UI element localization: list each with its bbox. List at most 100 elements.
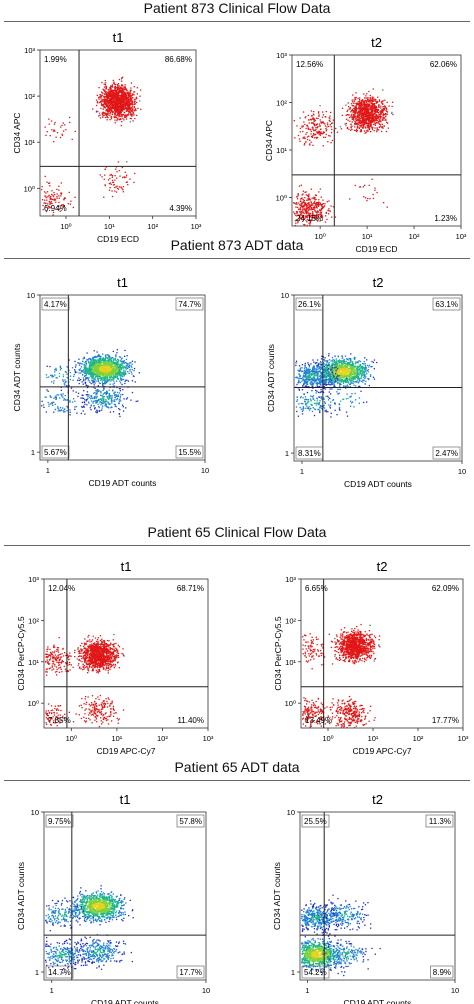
cell-point bbox=[95, 368, 97, 370]
cell-point bbox=[96, 395, 98, 398]
cell-point bbox=[71, 367, 74, 369]
cell-point bbox=[375, 109, 377, 112]
cell-point bbox=[113, 97, 115, 99]
cell-point bbox=[124, 88, 126, 90]
cell-point bbox=[119, 89, 121, 91]
cell-point bbox=[52, 401, 54, 403]
cell-point bbox=[108, 356, 110, 358]
cell-point bbox=[368, 104, 370, 106]
cell-point bbox=[102, 111, 104, 113]
cell-point bbox=[110, 103, 112, 105]
scatter-points bbox=[41, 349, 140, 418]
cell-point bbox=[98, 370, 100, 372]
cell-point bbox=[80, 379, 82, 381]
cell-point bbox=[82, 371, 85, 373]
cell-point bbox=[313, 196, 315, 198]
cell-point bbox=[48, 182, 50, 184]
cell-point bbox=[312, 203, 314, 205]
cell-point bbox=[324, 116, 326, 118]
cell-point bbox=[96, 390, 98, 393]
cell-point bbox=[86, 398, 88, 401]
cell-point bbox=[130, 371, 133, 373]
cell-point bbox=[58, 372, 61, 375]
quadrant-label-upper-right: 74.7% bbox=[178, 300, 201, 309]
cell-point bbox=[106, 119, 108, 121]
cell-point bbox=[367, 103, 369, 105]
cell-point bbox=[86, 359, 88, 361]
cell-point bbox=[96, 360, 98, 362]
cell-point bbox=[306, 125, 308, 127]
cell-point bbox=[124, 380, 126, 382]
cell-point bbox=[60, 409, 62, 411]
cell-point bbox=[107, 354, 109, 356]
cell-point bbox=[133, 367, 136, 370]
cell-point bbox=[106, 370, 108, 372]
cell-point bbox=[303, 205, 305, 207]
y-tick-label: 10⁰ bbox=[276, 194, 287, 203]
cell-point bbox=[127, 110, 129, 112]
cell-point bbox=[58, 375, 61, 377]
cell-point bbox=[60, 182, 62, 184]
cell-point bbox=[89, 361, 92, 363]
cell-point bbox=[99, 402, 101, 404]
cell-point bbox=[364, 132, 366, 134]
cell-point bbox=[319, 212, 321, 214]
cell-point bbox=[108, 110, 110, 112]
cell-point bbox=[118, 371, 121, 374]
cell-point bbox=[365, 120, 367, 123]
cell-point bbox=[363, 196, 365, 198]
cell-point bbox=[97, 372, 99, 374]
cell-point bbox=[125, 176, 127, 178]
cell-point bbox=[59, 136, 62, 139]
cell-point bbox=[375, 100, 377, 102]
cell-point bbox=[102, 385, 104, 387]
cell-point bbox=[320, 210, 322, 212]
cell-point bbox=[41, 405, 43, 407]
cell-point bbox=[103, 358, 106, 360]
cell-point bbox=[75, 364, 77, 366]
cell-point bbox=[358, 118, 360, 120]
cell-point bbox=[368, 378, 370, 380]
cell-point bbox=[103, 102, 105, 104]
cell-point bbox=[109, 187, 111, 189]
cell-point bbox=[81, 381, 83, 383]
cell-point bbox=[123, 93, 125, 95]
cell-point bbox=[82, 397, 85, 399]
cell-point bbox=[302, 190, 304, 192]
cell-point bbox=[365, 126, 367, 128]
cell-point bbox=[358, 377, 360, 379]
cell-point bbox=[112, 373, 114, 375]
cell-point bbox=[73, 373, 75, 376]
cell-point bbox=[128, 106, 130, 108]
cell-point bbox=[87, 373, 89, 375]
cell-point bbox=[363, 122, 365, 124]
cell-point bbox=[120, 369, 122, 371]
cell-point bbox=[83, 390, 85, 392]
cell-point bbox=[114, 104, 116, 106]
cell-point bbox=[113, 358, 115, 360]
quadrant-label-upper-left: 12.56% bbox=[296, 60, 323, 69]
cell-point bbox=[128, 98, 130, 100]
cell-point bbox=[104, 79, 106, 82]
cell-point bbox=[118, 401, 120, 403]
cell-point bbox=[312, 126, 314, 128]
cell-point bbox=[368, 129, 370, 131]
cell-point bbox=[131, 366, 133, 368]
cell-point bbox=[301, 206, 304, 208]
cell-point bbox=[311, 197, 313, 199]
cell-point bbox=[308, 214, 310, 216]
cell-point bbox=[100, 370, 102, 372]
cell-point bbox=[109, 113, 111, 115]
cell-point bbox=[63, 398, 65, 400]
cell-point bbox=[118, 360, 120, 362]
cell-point bbox=[57, 407, 59, 409]
cell-point bbox=[301, 205, 303, 207]
cell-point bbox=[87, 359, 89, 361]
cell-point bbox=[358, 107, 360, 109]
cell-point bbox=[313, 118, 315, 120]
cell-point bbox=[111, 363, 113, 365]
cell-point bbox=[315, 211, 317, 213]
cell-point bbox=[355, 123, 357, 125]
panel-title: t1 bbox=[113, 30, 124, 45]
cell-point bbox=[301, 217, 303, 219]
